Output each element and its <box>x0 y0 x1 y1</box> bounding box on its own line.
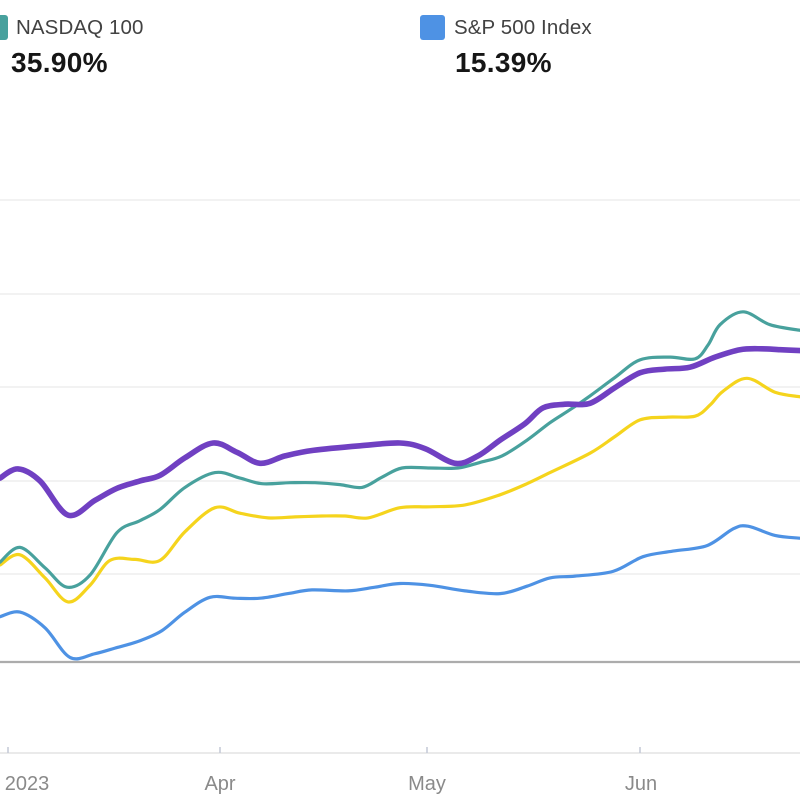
nasdaq-100-swatch-icon <box>0 15 8 40</box>
x-axis-label: 2023 <box>5 773 50 795</box>
legend-label-nasdaq-100: NASDAQ 100 <box>16 16 144 39</box>
sp-500-swatch-icon <box>420 15 445 40</box>
x-axis-label: Apr <box>204 773 235 795</box>
series-line-purple-series <box>0 345 800 519</box>
series-line-yellow-series <box>0 376 800 604</box>
x-axis-label: Jun <box>625 773 657 795</box>
legend-value-nasdaq-100: 35.90% <box>11 47 108 78</box>
series-line-nasdaq-100 <box>0 310 800 589</box>
x-axis-label: May <box>408 773 446 795</box>
legend-label-sp-500-index: S&P 500 Index <box>454 16 592 39</box>
legend-value-sp-500-index: 15.39% <box>455 47 552 78</box>
series-line-sp-500-index <box>0 524 800 661</box>
